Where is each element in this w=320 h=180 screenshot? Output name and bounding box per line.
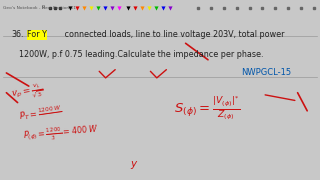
Text: connected loads, line to line voltage 203V, total power: connected loads, line to line voltage 20… — [62, 30, 285, 39]
Text: Geo's Notebook - New Section 11: Geo's Notebook - New Section 11 — [3, 6, 76, 10]
Text: $P_T = \frac{1200\ W}{\ }$: $P_T = \frac{1200\ W}{\ }$ — [18, 103, 63, 123]
Text: $S_{(\phi)}=\frac{|V_{(\phi)}|^{*}}{Z_{(\phi)}}$: $S_{(\phi)}=\frac{|V_{(\phi)}|^{*}}{Z_{(… — [174, 94, 241, 122]
Text: 1200W, p.f 0.75 leading.Calculate the impedance per phase.: 1200W, p.f 0.75 leading.Calculate the im… — [19, 50, 264, 59]
Text: 36.: 36. — [11, 30, 24, 39]
Text: For Y: For Y — [27, 30, 47, 39]
Text: p: p — [42, 4, 45, 9]
Text: $P_{(\phi)}=\frac{1200}{3}=400\ W$: $P_{(\phi)}=\frac{1200}{3}=400\ W$ — [22, 122, 100, 145]
Text: $v_p=\frac{v_L}{\sqrt{3}}$: $v_p=\frac{v_L}{\sqrt{3}}$ — [10, 81, 44, 104]
Text: NWPGCL-15: NWPGCL-15 — [242, 68, 292, 77]
Text: $y$: $y$ — [130, 159, 138, 171]
